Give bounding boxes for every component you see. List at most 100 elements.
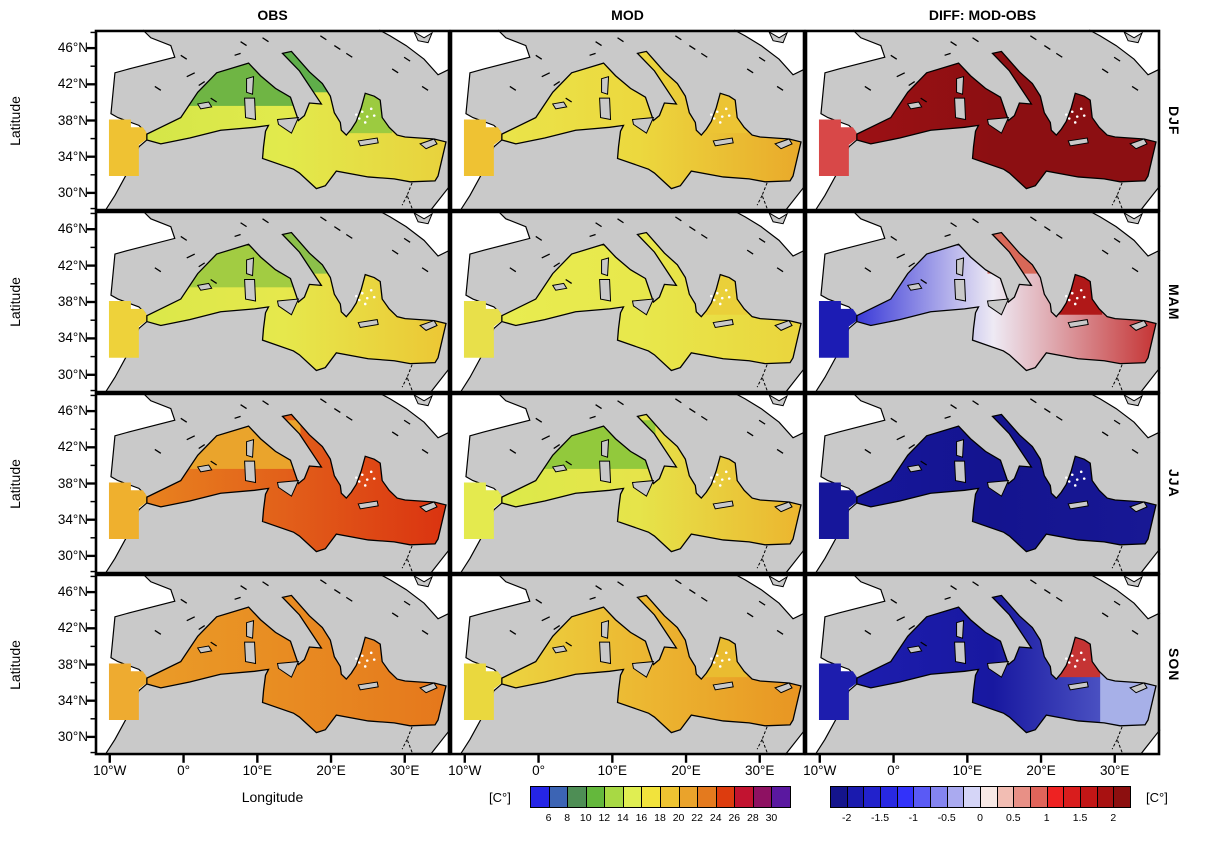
diff-colorbar-tick-label: 1.5 [1072,812,1088,824]
lon-tick-label-20e-col1: 20°E [671,763,701,778]
lat-tick-label-30n-row0: 30°N [57,184,88,200]
y-axis-title-row1: Latitude [6,211,24,393]
map-panel-obs-djf [87,29,451,212]
lat-tick-label-34n-row3: 34°N [57,692,88,708]
lon-tick-label-0-col2: 0° [887,763,900,778]
temp-colorbar-segment [567,786,587,808]
temp-colorbar-tick-label: 30 [765,812,778,824]
temp-colorbar-tick-label: 14 [617,812,629,824]
map-panel-diff-mam [804,210,1161,394]
map-panel-diff-djf [804,29,1161,212]
diff-colorbar-segment [1013,786,1031,808]
diff-colorbar-segment [1113,786,1131,808]
temp-colorbar-tick-label: 8 [564,812,571,824]
map-panel-diff-son [804,573,1161,763]
lat-tick-label-46n-row1: 46°N [57,221,88,237]
diff-colorbar-tick-label: -2 [841,812,852,824]
lon-tick-label-10e-col2: 10°E [952,763,983,778]
lat-tick-label-34n-row2: 34°N [57,511,88,527]
map-canvas-diff-son [804,573,1161,763]
lat-tick-label-46n-row2: 46°N [57,403,88,419]
lon-tick-label-0-col0: 0° [177,763,190,778]
map-panel-obs-jja [87,392,451,575]
y-axis-title-text: Latitude [7,95,24,146]
diff-colorbar-segment [963,786,981,808]
y-axis-title-row3: Latitude [6,574,24,755]
diff-colorbar-segment [1080,786,1098,808]
lat-tick-label-38n-row2: 38°N [57,475,88,491]
y-axis-title-text: Latitude [7,458,24,509]
lon-tick-label-10w-col0: 10°W [93,763,127,778]
lat-tick-label-46n-row0: 46°N [57,40,88,56]
map-panel-obs-mam [87,210,451,394]
lat-tick-label-30n-row3: 30°N [57,728,88,744]
lon-tick-label-10e-col0: 10°E [242,763,273,778]
lat-tick-label-34n-row0: 34°N [57,148,88,164]
diff-colorbar-segment [930,786,948,808]
temp-colorbar-tick-label: 26 [728,812,741,824]
temp-colorbar-segment [622,786,643,808]
map-canvas-mod-djf [449,29,806,212]
y-axis-title-text: Latitude [7,639,24,690]
map-panel-obs-son [87,573,451,763]
y-axis-title-row2: Latitude [6,393,24,574]
diff-colorbar-segment [913,786,931,808]
diff-colorbar-unit-label: [C°] [1146,790,1168,805]
lat-tick-label-30n-row1: 30°N [57,366,88,382]
column-title-mod: MOD [611,7,644,23]
map-canvas-diff-djf [804,29,1161,212]
temp-colorbar-segment [771,786,791,808]
diff-colorbar-segment [863,786,881,808]
map-panel-mod-son [449,573,806,763]
map-canvas-obs-mam [87,210,451,394]
temp-colorbar-segment [585,786,606,808]
y-axis-title-row0: Latitude [6,30,24,211]
diff-colorbar-tick-label: -1 [908,812,918,824]
row-label-son: SON [1166,647,1182,682]
diff-colorbar-segment [980,786,998,808]
temp-colorbar-segment [548,786,569,808]
diff-colorbar-segment [1046,786,1065,808]
diff-colorbar-tick-label: 0.5 [1006,812,1021,824]
lat-tick-label-30n-row2: 30°N [57,547,88,563]
map-panel-mod-jja [449,392,806,575]
temp-colorbar-tick-label: 24 [709,812,722,824]
y-axis-title-text: Latitude [7,277,24,327]
lat-tick-label-38n-row1: 38°N [57,294,88,309]
lat-tick-label-42n-row1: 42°N [57,257,88,273]
map-canvas-mod-son [449,573,806,763]
temp-colorbar-tick-label: 28 [747,812,759,824]
diff-colorbar-tick-label: 0 [977,812,983,824]
diff-colorbar-segment [896,786,915,808]
temp-colorbar-tick-label: 18 [654,812,666,824]
lon-tick-label-30e-col2: 30°E [1100,763,1130,778]
lat-tick-label-46n-row3: 46°N [57,584,88,600]
temp-colorbar-segment [697,786,717,808]
temp-colorbar-segment [752,786,773,808]
diff-colorbar-tick-label: 1 [1043,812,1050,824]
diff-colorbar-segment [1096,786,1115,808]
lat-tick-label-42n-row3: 42°N [57,620,88,636]
temp-colorbar-tick-label: 12 [598,812,611,824]
diff-colorbar-segment [996,786,1015,808]
row-label-djf: DJF [1166,105,1182,136]
lat-tick-label-38n-row3: 38°N [57,656,88,672]
map-canvas-obs-djf [87,29,451,212]
diff-colorbar-tick-label: -1.5 [870,812,890,824]
temp-colorbar-segment [641,786,661,808]
temp-colorbar-segment [734,786,754,808]
temp-colorbar-segment [660,786,680,808]
temp-colorbar-tick-label: 16 [635,812,648,824]
temp-colorbar-segment [715,786,736,808]
temp-colorbar-segment [678,786,699,808]
map-canvas-mod-jja [449,392,806,575]
diff-colorbar-segment [1030,786,1048,808]
diff-colorbar-tick-label: 2 [1110,812,1117,824]
row-label-jja: JJA [1166,469,1182,498]
temp-colorbar-segment [604,786,624,808]
x-axis-title: Longitude [241,789,304,805]
diff-colorbar-segment [846,786,865,808]
lon-tick-label-0-col1: 0° [532,763,545,778]
diff-colorbar-segment [946,786,965,808]
map-canvas-mod-mam [449,210,806,394]
